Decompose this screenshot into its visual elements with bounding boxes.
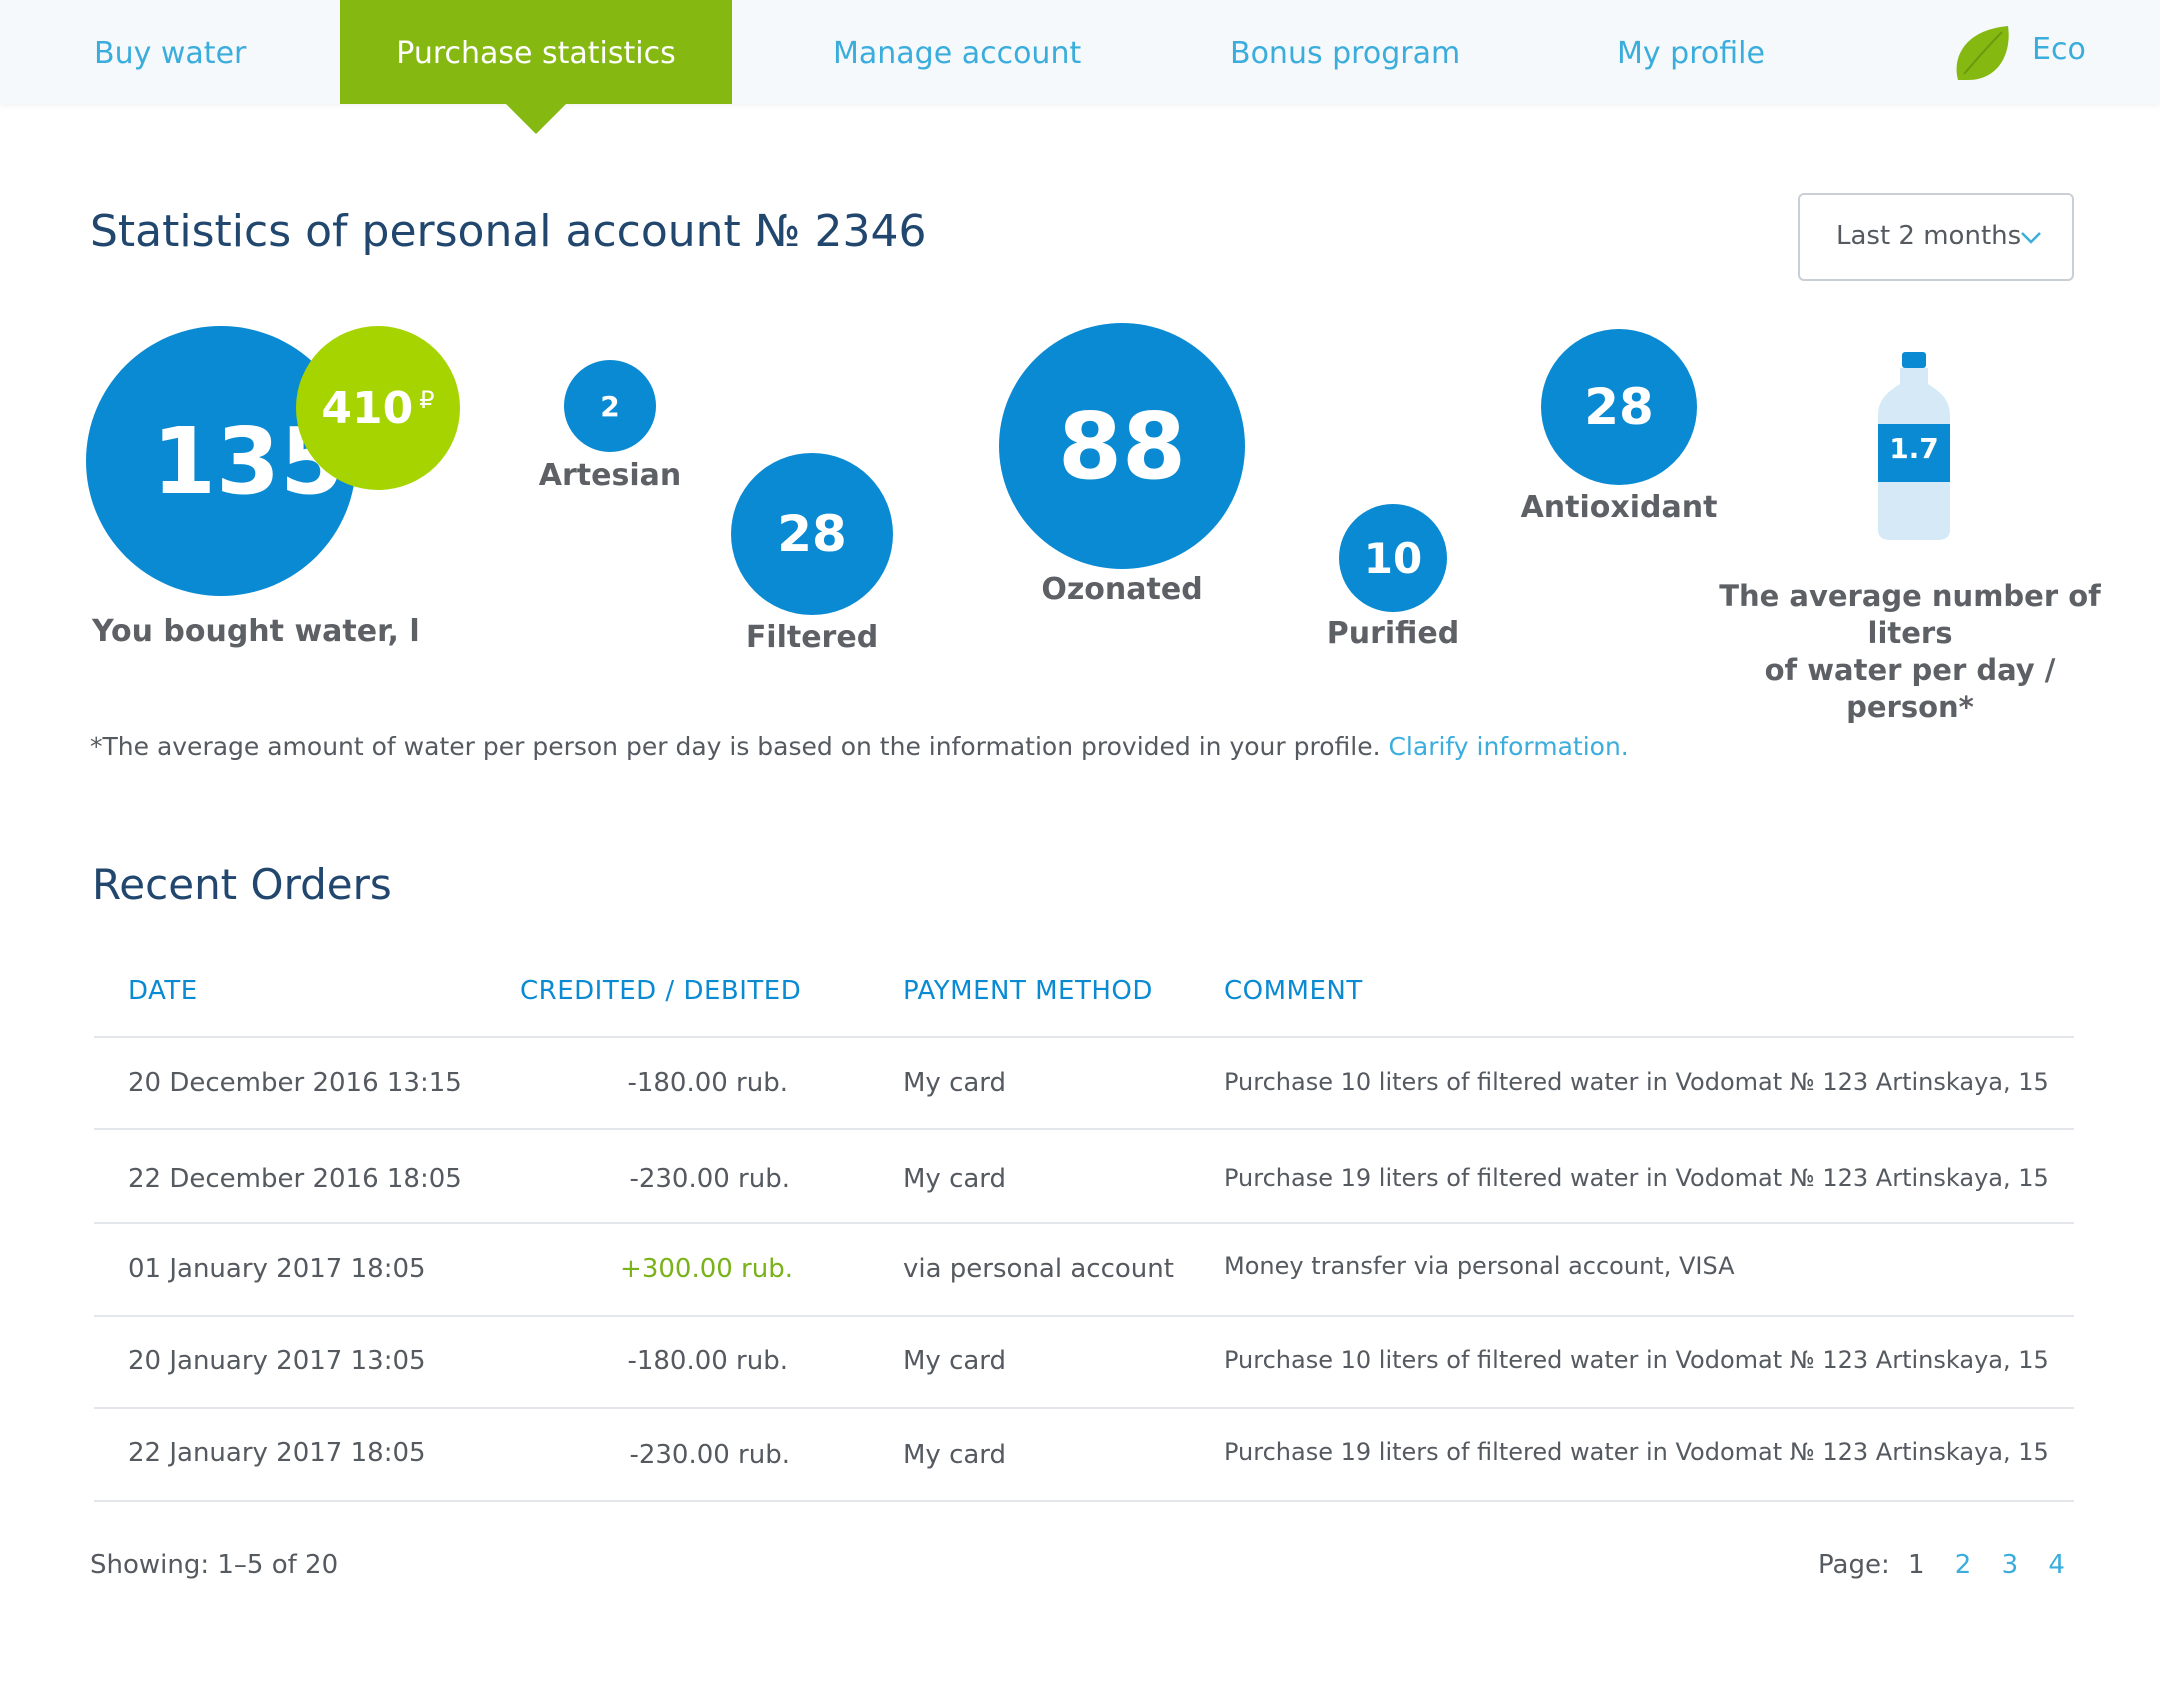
clarify-information-link[interactable]: Clarify information. <box>1388 732 1629 761</box>
page-2[interactable]: 2 <box>1954 1550 1972 1580</box>
total-money-value: 410 <box>321 382 414 434</box>
table-row-comment: Money transfer via personal account, VIS… <box>1224 1252 1735 1280</box>
filtered-label: Filtered <box>745 620 879 655</box>
page-3[interactable]: 3 <box>2001 1550 2019 1580</box>
eco-label: Eco <box>2032 32 2086 67</box>
chevron-down-icon <box>2021 232 2041 244</box>
table-row-comment: Purchase 10 liters of filtered water in … <box>1224 1346 2049 1374</box>
antioxidant-label: Antioxidant <box>1520 490 1718 525</box>
table-row-date: 20 January 2017 13:05 <box>128 1346 426 1376</box>
purified-bubble: 10 <box>1339 504 1447 612</box>
nav-my-profile[interactable]: My profile <box>1617 36 1765 71</box>
table-row-comment: Purchase 19 liters of filtered water in … <box>1224 1438 2049 1466</box>
table-row-amount: -230.00 rub. <box>629 1164 790 1194</box>
table-row-amount: -180.00 rub. <box>627 1346 788 1376</box>
table-divider <box>94 1128 2074 1130</box>
antioxidant-value: 28 <box>1584 378 1654 436</box>
table-row-date: 01 January 2017 18:05 <box>128 1254 426 1284</box>
column-header-comment: COMMENT <box>1224 976 1363 1006</box>
filtered-value: 28 <box>777 505 847 563</box>
table-row-amount: -180.00 rub. <box>627 1068 788 1098</box>
water-bottle-icon <box>1878 352 1950 540</box>
ozonated-value: 88 <box>1057 392 1187 500</box>
ozonated-bubble: 88 <box>999 323 1245 569</box>
purified-value: 10 <box>1363 533 1423 583</box>
table-row-amount: -230.00 rub. <box>629 1440 790 1470</box>
artesian-bubble: 2 <box>564 360 656 452</box>
table-divider <box>94 1036 2074 1038</box>
total-liters-bubble: 135 <box>86 326 356 596</box>
average-note-text: *The average amount of water per person … <box>90 732 1381 761</box>
average-value: 1.7 <box>1889 432 1939 465</box>
purified-label: Purified <box>1326 616 1460 651</box>
nav-buy-water[interactable]: Buy water <box>94 36 247 71</box>
artesian-value: 2 <box>600 389 620 423</box>
page-1[interactable]: 1 <box>1907 1550 1925 1580</box>
table-row-method: My card <box>903 1440 1007 1470</box>
average-note: *The average amount of water per person … <box>90 732 1629 761</box>
table-row-date: 22 December 2016 18:05 <box>128 1164 462 1194</box>
column-header-amount: CREDITED / DEBITED <box>520 976 802 1006</box>
table-row-method: via personal account <box>903 1254 1174 1284</box>
table-row-method: My card <box>903 1164 1007 1194</box>
artesian-label: Artesian <box>538 458 682 493</box>
table-divider <box>94 1500 2074 1502</box>
leaf-icon <box>1956 26 2009 80</box>
table-row-method: My card <box>903 1068 1007 1098</box>
period-select[interactable]: Last 2 months <box>1798 193 2074 281</box>
showing-count: Showing: 1–5 of 20 <box>90 1550 339 1580</box>
table-row-method: My card <box>903 1346 1007 1376</box>
nav-purchase-statistics[interactable]: Purchase statistics <box>340 0 732 134</box>
nav-manage-account[interactable]: Manage account <box>833 36 1082 71</box>
average-label-line2: of water per day / person* <box>1764 653 2056 724</box>
total-money-bubble: 410 ₽ <box>296 326 460 490</box>
table-row-comment: Purchase 19 liters of filtered water in … <box>1224 1164 2049 1192</box>
table-row-amount: +300.00 rub. <box>620 1254 793 1284</box>
top-navigation: Buy water Purchase statistics Manage acc… <box>0 0 2160 134</box>
antioxidant-bubble: 28 <box>1541 329 1697 485</box>
average-bottle: 1.7 <box>1876 350 1952 546</box>
column-header-payment-method: PAYMENT METHOD <box>903 976 1153 1006</box>
nav-bonus-program[interactable]: Bonus program <box>1230 36 1461 71</box>
currency-sign: ₽ <box>419 386 435 414</box>
average-label-line1: The average number of liters <box>1719 579 2101 650</box>
recent-orders-title: Recent Orders <box>92 860 392 909</box>
page-title: Statistics of personal account № 2346 <box>90 206 927 257</box>
average-label: The average number of liters of water pe… <box>1700 578 2120 726</box>
period-select-value: Last 2 months <box>1836 221 2022 251</box>
table-divider <box>94 1407 2074 1409</box>
filtered-bubble: 28 <box>731 453 893 615</box>
page-4[interactable]: 4 <box>2048 1550 2065 1580</box>
pagination: Page: 1 2 3 4 <box>1818 1550 2065 1580</box>
table-row-date: 22 January 2017 18:05 <box>128 1438 426 1468</box>
table-divider <box>94 1222 2074 1224</box>
page-label: Page: <box>1818 1550 1890 1580</box>
table-row-date: 20 December 2016 13:15 <box>128 1068 462 1098</box>
column-header-date: DATE <box>128 976 198 1006</box>
table-divider <box>94 1315 2074 1317</box>
table-row-comment: Purchase 10 liters of filtered water in … <box>1224 1068 2049 1096</box>
ozonated-label: Ozonated <box>1041 572 1203 607</box>
total-liters-label: You bought water, l <box>92 614 420 649</box>
